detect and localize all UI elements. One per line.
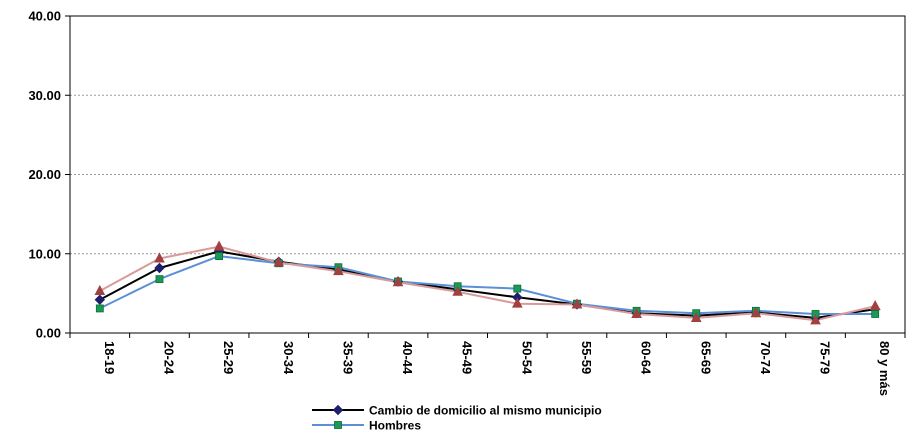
series-line-2: [99, 255, 876, 315]
data-point: [631, 307, 642, 318]
legend-marker: [332, 404, 344, 416]
data-point: [810, 314, 821, 325]
x-tick-label: 20-24: [161, 341, 176, 375]
y-tick-label: 10.00: [28, 246, 61, 261]
data-point: [690, 311, 702, 322]
legend-label: Cambio de domicilio al mismo municipio: [369, 404, 602, 418]
x-tick-label: 35-39: [340, 341, 355, 374]
x-tick-label: 70-74: [758, 341, 773, 375]
data-point: [154, 252, 165, 263]
data-point: [333, 265, 344, 276]
series-lines: [99, 245, 876, 322]
data-point: [215, 252, 224, 261]
x-tick-label: 40-44: [400, 341, 415, 375]
series-3-points: [94, 240, 881, 325]
series-markers: [94, 240, 881, 325]
legend-item: Hombres: [312, 419, 421, 433]
x-tick-label: 45-49: [460, 341, 475, 374]
x-tick-label: 30-34: [281, 341, 296, 375]
data-point: [750, 307, 762, 318]
data-point: [452, 285, 464, 296]
x-tick-label: 50-54: [519, 341, 534, 375]
data-point: [94, 294, 106, 305]
y-axis: 0.00 10.00 20.00 30.00 40.00: [28, 9, 70, 341]
x-tick-label: 65-69: [698, 341, 713, 374]
y-tick-label: 0.00: [36, 326, 61, 341]
x-tick-label: 18-19: [102, 341, 117, 374]
series-2-points: [95, 252, 880, 318]
data-point: [273, 256, 285, 267]
x-tick-label: 55-59: [579, 341, 594, 374]
data-point: [155, 275, 164, 284]
data-point: [571, 298, 583, 309]
data-point: [154, 262, 165, 274]
legend-label: Hombres: [369, 419, 421, 433]
x-axis: 18-19 20-24 25-29 30-34 35-39 40-44 45-49 50-54…: [69, 333, 906, 396]
y-tick-label: 20.00: [28, 167, 61, 182]
data-point: [513, 284, 522, 293]
series-line-3: [99, 245, 876, 322]
data-point: [94, 284, 106, 295]
legend-marker: [334, 421, 342, 429]
x-tick-label: 75-79: [818, 341, 833, 374]
data-point: [511, 297, 523, 308]
data-point: [95, 304, 104, 313]
x-tick-label: 60-64: [639, 341, 654, 375]
data-point: [213, 240, 225, 251]
series-line-1: [99, 250, 876, 319]
legend-item: Cambio de domicilio al mismo municipio: [312, 404, 602, 418]
data-point: [869, 299, 881, 311]
grid-lines: [70, 94, 905, 255]
y-tick-label: 40.00: [28, 9, 61, 24]
legend: Cambio de domicilio al mismo municipioHo…: [312, 404, 602, 433]
x-tick-label: 80 y más: [877, 341, 892, 396]
y-tick-label: 30.00: [28, 88, 61, 103]
data-point: [871, 310, 880, 318]
x-tick-label: 25-29: [221, 341, 236, 374]
data-point: [392, 276, 404, 287]
